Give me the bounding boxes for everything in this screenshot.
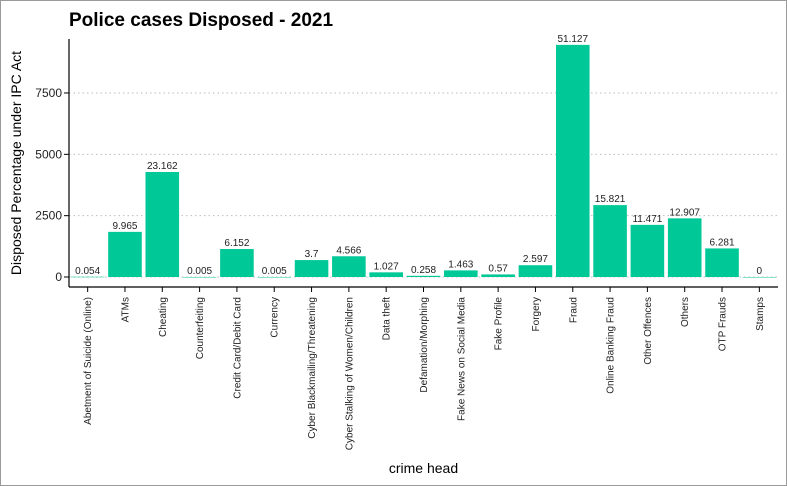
x-tick-label: Forgery: [531, 297, 542, 331]
x-ticks: Abetment of Suicide (Online) ATMs Cheating…: [83, 297, 766, 451]
x-tick-label: Fraud: [568, 297, 579, 323]
x-tick-label: Stamps: [755, 297, 766, 331]
data-label: 0.005: [262, 266, 287, 277]
x-tick-label: Other Offences: [643, 297, 654, 365]
bar: [630, 224, 665, 277]
y-axis-label: Disposed Percentage under IPC Act: [8, 51, 24, 275]
bar: [70, 276, 105, 278]
x-axis-label: crime head: [389, 460, 458, 476]
data-label: 1.463: [448, 259, 473, 270]
bar: [332, 256, 366, 277]
chart-title: Police cases Disposed - 2021: [69, 10, 333, 31]
x-tick-label: Credit Card/Debit Card: [232, 297, 243, 399]
data-label: 11.471: [632, 214, 662, 225]
data-label: 4.566: [336, 245, 361, 256]
y-tick-label: 7500: [35, 86, 62, 100]
data-label: 0.005: [187, 266, 212, 277]
data-label: 23.162: [147, 161, 178, 172]
data-label: 6.281: [710, 237, 735, 248]
x-tick-label: Defamation/Morphing: [419, 297, 430, 393]
x-tick-label: Cheating: [158, 297, 169, 337]
data-label: 0.258: [411, 265, 436, 276]
data-label: 51.127: [557, 34, 588, 45]
bar: [145, 171, 180, 277]
y-tick-label: 2500: [35, 209, 62, 223]
data-label: 15.821: [595, 194, 626, 205]
x-tick-label: Cyber Blackmailing/Threatening: [307, 297, 318, 439]
data-label: 9.965: [112, 221, 137, 232]
bar: [667, 218, 702, 277]
data-label: 1.027: [374, 261, 399, 272]
x-tick-label: Currency: [270, 297, 281, 338]
bar: [108, 231, 142, 277]
x-tick-label: Online Banking Fraud: [606, 297, 617, 394]
bar: [593, 205, 627, 277]
data-label: 0: [757, 266, 763, 277]
x-tick-label: Cyber Stalking of Women/Children: [344, 297, 355, 450]
bar: [294, 260, 329, 277]
x-tick-label: Counterfeiting: [195, 297, 206, 359]
y-tick-label: 5000: [35, 147, 62, 161]
bar: [444, 270, 478, 277]
bars: [70, 44, 777, 278]
x-tick-label: Fake News on Social Media: [456, 297, 467, 421]
bar: [555, 44, 590, 278]
x-tick-label: OTP Frauds: [718, 297, 729, 351]
data-labels: 0.054 9.965 23.162 0.005 6.152 0.005 3.7 4.566 1…: [75, 34, 762, 277]
data-label: 0.054: [75, 266, 100, 277]
data-label: 2.597: [523, 254, 548, 265]
x-tick-label: Abetment of Suicide (Online): [83, 297, 94, 425]
axes: [64, 39, 778, 292]
bar: [369, 272, 403, 277]
y-ticks: 0 2500 5000 7500: [35, 86, 62, 284]
data-label: 12.907: [669, 207, 700, 218]
bar: [257, 276, 292, 278]
y-tick-label: 0: [55, 270, 62, 284]
data-label: 0.57: [488, 263, 508, 274]
x-tick-label: Fake Profile: [494, 297, 505, 351]
data-label: 6.152: [224, 238, 249, 249]
x-tick-label: Others: [680, 297, 691, 327]
bar: [406, 275, 441, 277]
bar: [742, 277, 777, 278]
x-tick-label: ATMs: [120, 297, 131, 322]
bar: [182, 276, 217, 278]
data-label: 3.7: [305, 249, 319, 260]
x-tick-label: Data theft: [382, 297, 393, 341]
bar: [518, 265, 553, 277]
bar: [220, 249, 254, 277]
bar: [705, 248, 739, 277]
bar: [481, 274, 515, 277]
